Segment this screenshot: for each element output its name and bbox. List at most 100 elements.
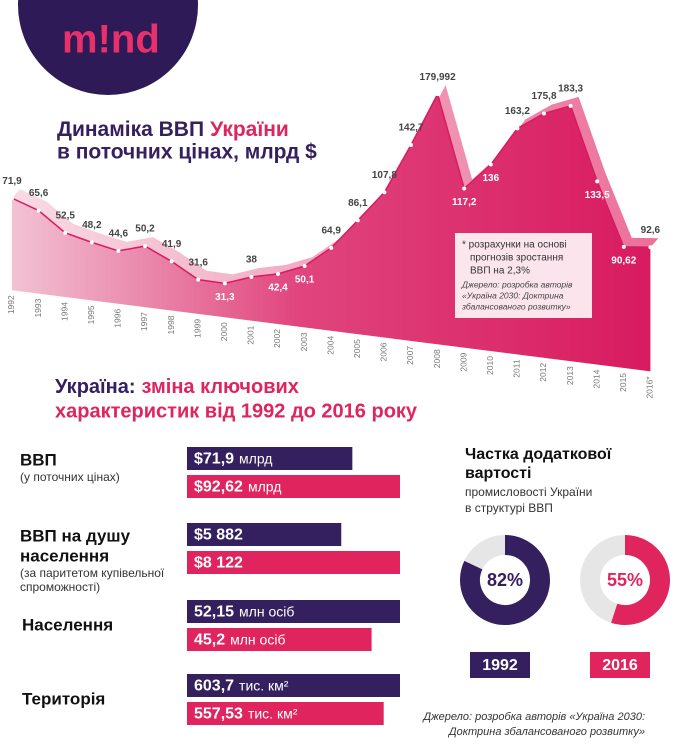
donut-arc	[611, 535, 670, 625]
note: ВВП на 2,3%	[470, 266, 530, 277]
x-tick-label: 2014	[591, 369, 601, 388]
legend-swatch	[590, 652, 650, 678]
bar	[187, 628, 372, 651]
data-point	[89, 240, 94, 245]
bar-label: 557,53 тис. км²	[194, 705, 298, 723]
data-point	[36, 208, 41, 213]
x-tick-label: 2006	[379, 342, 389, 361]
data-point	[435, 92, 440, 97]
bar	[187, 674, 400, 697]
legend-swatch	[470, 652, 530, 678]
bar-value: $92,62	[194, 479, 243, 496]
note: * розрахунки на основі	[462, 240, 567, 251]
data-label: 65,6	[29, 188, 49, 199]
donut-subtitle: промисловості України	[465, 485, 592, 499]
x-tick-label: 2001	[246, 325, 256, 344]
section-title: Україна: зміна ключових	[55, 376, 299, 398]
data-point	[222, 281, 227, 286]
x-tick-label: 2009	[458, 352, 468, 371]
data-label: 117,2	[452, 197, 477, 208]
data-point	[542, 111, 546, 116]
bar-value: $5 882	[194, 527, 243, 544]
data-label: 44,6	[109, 229, 129, 240]
row-sublabel: (у поточних цінах)	[20, 470, 120, 484]
donut-title: вартості	[465, 465, 531, 482]
note-source: збалансованого розвитку»	[461, 301, 571, 311]
logo: m!nd	[62, 18, 160, 62]
data-label: 48,2	[82, 220, 102, 231]
data-point	[116, 248, 121, 253]
title-part: Динаміка ВВП	[57, 118, 204, 141]
donut-arc	[460, 535, 550, 625]
data-label: 92,6	[641, 225, 661, 236]
bar-unit: тис. км²	[239, 677, 289, 693]
bar	[187, 600, 400, 623]
data-label: 52,5	[55, 211, 75, 222]
x-tick-label: 2004	[325, 336, 335, 355]
data-label: 183,3	[558, 84, 583, 95]
bar-label: $92,62 млрд	[194, 478, 281, 496]
data-point	[196, 277, 201, 282]
note-source: Джерело: розробка авторів	[461, 279, 573, 289]
data-label: 50,2	[135, 224, 155, 235]
bar	[187, 475, 400, 498]
bar-label: 52,15 млн осіб	[194, 603, 294, 621]
x-tick-label: 2013	[565, 366, 575, 385]
x-tick-label: 1994	[59, 302, 69, 321]
data-point	[169, 259, 174, 264]
x-tick-label: 1992	[6, 295, 16, 314]
donut-label: 55%	[607, 570, 643, 590]
data-label: 50,1	[295, 275, 315, 286]
data-point	[302, 264, 307, 269]
bar-unit: млн осіб	[230, 631, 285, 647]
row-label: ВВП на душу	[20, 526, 131, 545]
data-point	[249, 274, 254, 279]
x-tick-label: 2012	[538, 363, 548, 382]
x-tick-label: 2005	[352, 339, 362, 358]
data-point	[10, 196, 14, 201]
x-tick-label: 1999	[192, 319, 202, 338]
data-point	[568, 103, 573, 108]
logo-circle	[18, 0, 198, 95]
data-label: 86,1	[348, 198, 368, 209]
data-label: 136	[482, 173, 499, 184]
donut-title: Частка додаткової	[465, 446, 612, 463]
bar	[187, 447, 353, 470]
data-point	[143, 244, 147, 249]
row-label: Населення	[22, 615, 113, 634]
x-tick-label: 2000	[219, 322, 229, 341]
row-label: ВВП	[20, 450, 57, 469]
data-point	[595, 179, 600, 184]
data-label: 38	[246, 255, 258, 266]
donut-subtitle: в структурі ВВП	[465, 501, 553, 515]
x-tick-label: 2016*	[645, 376, 655, 399]
bar-unit: млрд	[248, 478, 281, 494]
data-label: 90,62	[611, 255, 636, 266]
source: Доктрина збалансованого розвитку»	[447, 726, 645, 738]
data-point	[382, 190, 387, 195]
row-label: Територія	[22, 689, 105, 708]
bar-value: 557,53	[194, 706, 243, 723]
data-point	[648, 245, 653, 250]
bar-value: $8 122	[194, 555, 243, 572]
data-point	[409, 142, 413, 147]
data-point	[462, 186, 467, 191]
data-label: 41,9	[162, 239, 182, 250]
title-part: України	[210, 118, 289, 141]
data-point	[276, 271, 280, 276]
x-tick-label: 1996	[113, 309, 123, 328]
x-tick-label: 2003	[299, 332, 309, 351]
bar-unit: млн осіб	[239, 603, 294, 619]
x-tick-label: 2011	[512, 359, 522, 378]
x-tick-label: 1997	[139, 312, 149, 331]
bar	[187, 702, 384, 725]
x-tick-label: 1993	[33, 298, 43, 317]
title-part: зміна ключових	[142, 376, 299, 398]
note-source: «Україна 2030: Доктрина	[462, 290, 564, 300]
data-point	[355, 218, 360, 223]
note: прогнозів зростання	[470, 253, 563, 264]
data-point	[515, 126, 520, 131]
data-label: 163,2	[505, 106, 530, 117]
bar-label: $71,9 млрд	[194, 450, 272, 468]
data-label: 142,7	[398, 123, 423, 134]
